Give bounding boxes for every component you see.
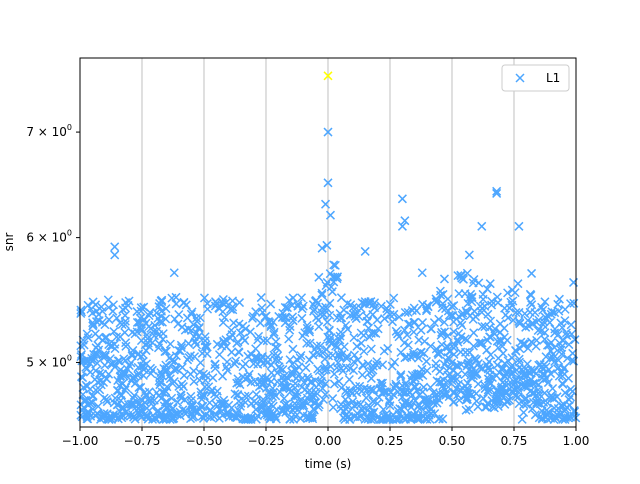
x-tick-label: 1.00 (563, 434, 590, 448)
y-axis-label: snr (2, 233, 16, 252)
x-tick-label: 0.75 (501, 434, 528, 448)
x-tick-label: −0.25 (248, 434, 285, 448)
y-tick-label: 7 × 100 (26, 123, 72, 139)
x-tick-label: −0.75 (124, 434, 161, 448)
y-tick-label: 6 × 100 (26, 229, 72, 245)
x-axis-label: time (s) (305, 457, 352, 471)
legend: L1 (502, 65, 569, 91)
x-tick-label: 0.50 (439, 434, 466, 448)
y-tick-label: 5 × 100 (26, 353, 72, 369)
x-tick-label: 0.25 (377, 434, 404, 448)
x-tick-label: −0.50 (186, 434, 223, 448)
x-tick-label: 0.00 (315, 434, 342, 448)
legend-label-l1: L1 (546, 71, 560, 85)
x-tick-label: −1.00 (62, 434, 99, 448)
